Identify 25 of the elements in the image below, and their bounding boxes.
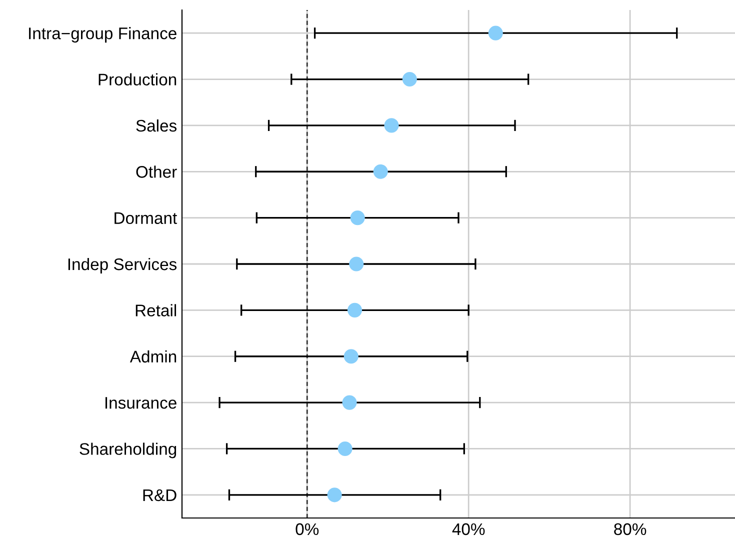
y-tick-label: Retail — [136, 304, 176, 316]
y-tick-label: Dormant — [114, 212, 178, 224]
y-tick-label: Indep Services — [68, 258, 177, 274]
point — [338, 441, 352, 456]
point — [342, 395, 357, 410]
y-tick-label: Intra−group Finance — [29, 27, 176, 43]
point — [327, 488, 342, 502]
point — [347, 302, 362, 318]
point — [344, 349, 358, 364]
y-tick-label: Insurance — [105, 397, 176, 409]
point — [402, 72, 417, 87]
point — [373, 164, 388, 179]
y-tick-label: Production — [98, 73, 176, 86]
point — [350, 210, 365, 226]
y-tick-label: Admin — [130, 350, 176, 363]
y-tick-label: Sales — [136, 119, 177, 132]
point — [488, 26, 503, 40]
y-tick-label: Shareholding — [80, 442, 176, 458]
y-tick-label: Other — [136, 166, 177, 178]
y-tick-label: R&D — [143, 489, 176, 502]
point — [384, 118, 399, 133]
x-tick-label: 40% — [452, 523, 485, 536]
point — [349, 256, 364, 272]
x-tick-label: 80% — [614, 523, 646, 536]
x-tick-label: 0% — [296, 523, 319, 536]
